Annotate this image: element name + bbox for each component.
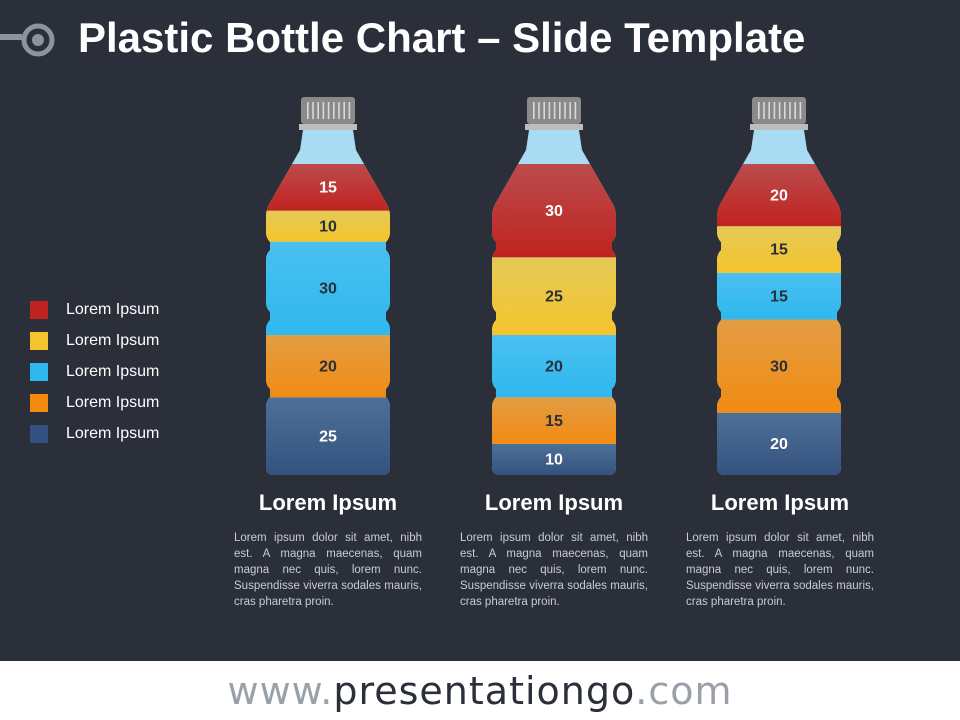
cap-ridge bbox=[533, 102, 535, 119]
segment-value-label: 15 bbox=[770, 288, 788, 305]
legend-swatch bbox=[30, 362, 48, 381]
bottle-segment bbox=[266, 241, 390, 336]
legend-label: Lorem Ipsum bbox=[66, 300, 160, 318]
legend-swatch bbox=[30, 424, 48, 443]
cap-ridge bbox=[338, 102, 340, 119]
bottle-label: Lorem Ipsum bbox=[484, 490, 624, 515]
cap-ridge bbox=[333, 102, 335, 119]
segment-value-label: 30 bbox=[545, 203, 563, 220]
segment-value-label: 10 bbox=[545, 452, 563, 469]
legend-swatch bbox=[30, 300, 48, 319]
segment-value-label: 25 bbox=[545, 288, 563, 305]
legend: Lorem Ipsum Lorem Ipsum Lorem Ipsum Lore… bbox=[30, 294, 159, 449]
segment-value-label: 20 bbox=[770, 187, 788, 204]
cap-ridge bbox=[758, 102, 760, 119]
cap-ridge bbox=[768, 102, 770, 119]
footer-suffix: .com bbox=[635, 668, 733, 713]
legend-item: Lorem Ipsum bbox=[30, 387, 159, 418]
footer-brand: presentationgo bbox=[333, 668, 636, 713]
legend-label: Lorem Ipsum bbox=[66, 362, 160, 380]
legend-label: Lorem Ipsum bbox=[66, 424, 160, 442]
bottle-segment bbox=[266, 397, 390, 475]
bottle-chart: 25 20 30 10 15 10 15 20 25 30 20 30 15 15 20 bbox=[266, 97, 841, 475]
bottle-description: Lorem ipsum dolor sit amet, nibh est. A … bbox=[234, 532, 422, 608]
cap-ridge bbox=[564, 102, 566, 119]
cap-ridge bbox=[763, 102, 765, 119]
legend-swatch bbox=[30, 393, 48, 412]
bottle-segment bbox=[492, 397, 616, 444]
segment-value-label: 15 bbox=[319, 180, 337, 197]
cap-ridge bbox=[327, 102, 330, 119]
legend-item: Lorem Ipsum bbox=[30, 356, 159, 387]
cap-ridge bbox=[559, 102, 561, 119]
cap-ridge bbox=[317, 102, 319, 119]
cap-ridge bbox=[548, 102, 551, 119]
bottle-cap-ring bbox=[299, 124, 357, 130]
cap-ridge bbox=[789, 102, 791, 119]
footer-url[interactable]: www. presentationgo .com bbox=[0, 661, 960, 720]
cap-ridge bbox=[569, 102, 571, 119]
bottle-cap-ring bbox=[525, 124, 583, 130]
bottle-segment bbox=[492, 443, 616, 475]
legend-item: Lorem Ipsum bbox=[30, 325, 159, 356]
bottle: 20 30 15 15 20 bbox=[717, 97, 841, 475]
cap-ridge bbox=[553, 102, 556, 119]
cap-ridge bbox=[574, 102, 577, 119]
bottle-segment bbox=[717, 226, 841, 273]
bottle-description: Lorem ipsum dolor sit amet, nibh est. A … bbox=[686, 532, 874, 608]
cap-ridge bbox=[773, 102, 776, 119]
cap-ridge bbox=[343, 102, 345, 119]
segment-value-label: 20 bbox=[770, 436, 788, 453]
cap-ridge bbox=[348, 102, 351, 119]
segment-value-label: 15 bbox=[770, 242, 788, 259]
segment-value-label: 15 bbox=[545, 413, 563, 430]
cap-ridge bbox=[307, 102, 309, 119]
bottle-segment bbox=[717, 412, 841, 475]
bottle-cap-ring bbox=[750, 124, 808, 130]
bottle-segment bbox=[492, 257, 616, 336]
bottle-segment bbox=[717, 319, 841, 413]
legend-label: Lorem Ipsum bbox=[66, 393, 160, 411]
cap-ridge bbox=[322, 102, 325, 119]
cap-ridge bbox=[778, 102, 781, 119]
bottle-segment bbox=[266, 335, 390, 398]
legend-item: Lorem Ipsum bbox=[30, 418, 159, 449]
title-decoration-icon bbox=[0, 23, 55, 57]
segment-value-label: 20 bbox=[545, 358, 563, 375]
cap-ridge bbox=[784, 102, 786, 119]
segment-value-label: 25 bbox=[319, 428, 337, 445]
segment-value-label: 10 bbox=[319, 218, 337, 235]
bottle: 25 20 30 10 15 bbox=[266, 97, 390, 475]
cap-ridge bbox=[799, 102, 802, 119]
bottle: 10 15 20 25 30 bbox=[492, 97, 616, 475]
bottle-segment bbox=[717, 272, 841, 320]
bottle-description: Lorem ipsum dolor sit amet, nibh est. A … bbox=[460, 532, 648, 608]
segment-value-label: 30 bbox=[319, 281, 337, 298]
bottle-label: Lorem Ipsum bbox=[710, 490, 850, 515]
bottle-segment bbox=[492, 164, 616, 258]
segment-value-label: 20 bbox=[319, 358, 337, 375]
legend-item: Lorem Ipsum bbox=[30, 294, 159, 325]
legend-label: Lorem Ipsum bbox=[66, 331, 160, 349]
cap-ridge bbox=[312, 102, 314, 119]
bottle-segment bbox=[717, 164, 841, 227]
legend-swatch bbox=[30, 331, 48, 350]
cap-ridge bbox=[538, 102, 540, 119]
bottle-segment bbox=[266, 210, 390, 242]
footer-prefix: www. bbox=[227, 668, 334, 713]
page-title: Plastic Bottle Chart – Slide Template bbox=[78, 14, 806, 61]
segment-value-label: 30 bbox=[770, 358, 788, 375]
bottle-label: Lorem Ipsum bbox=[258, 490, 398, 515]
bottle-segment bbox=[492, 335, 616, 398]
cap-ridge bbox=[543, 102, 545, 119]
cap-ridge bbox=[794, 102, 796, 119]
